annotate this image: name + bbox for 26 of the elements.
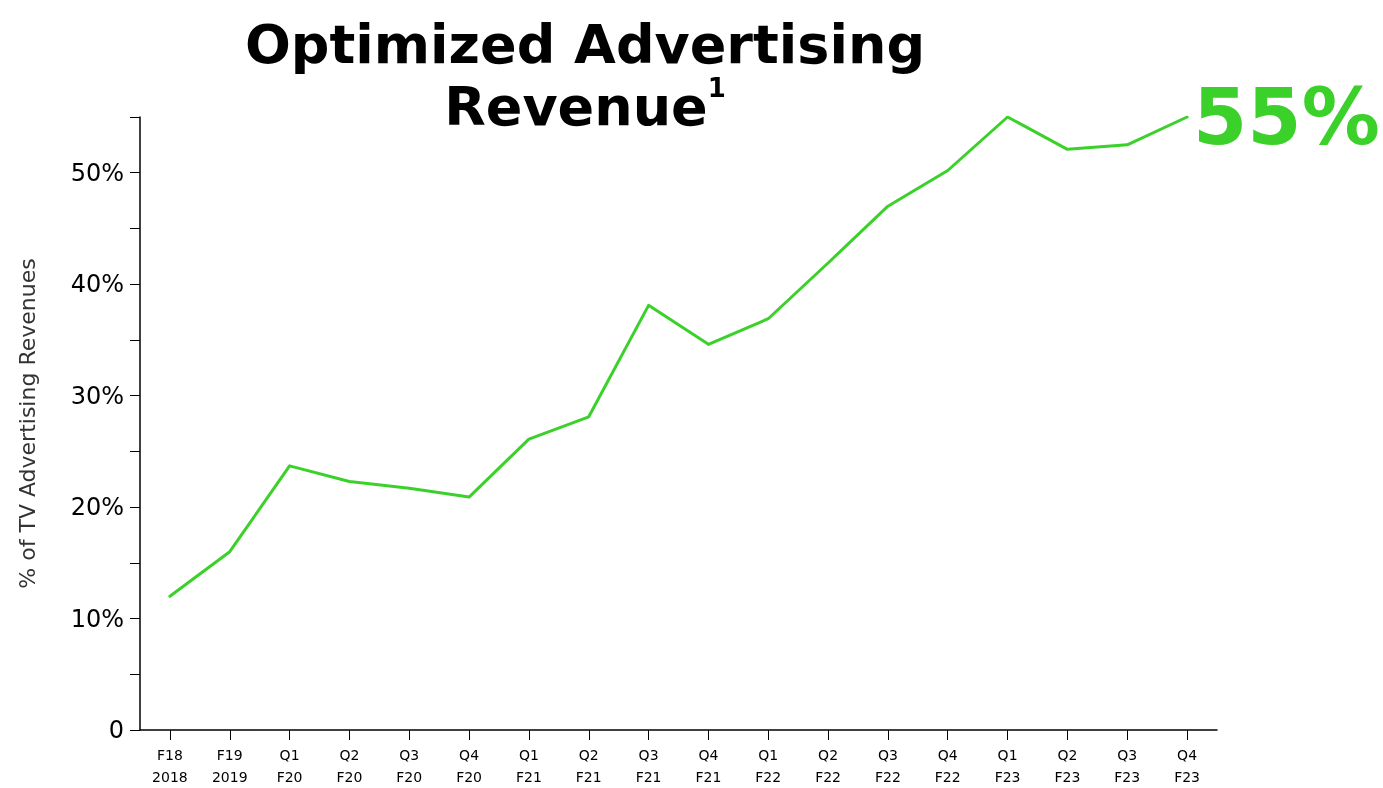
y-tick-label: 40%: [70, 270, 124, 299]
y-tick-label: 10%: [70, 604, 124, 633]
x-tick-label: Q3 F23: [1114, 747, 1141, 785]
x-tick-label: Q1 F21: [515, 747, 542, 785]
x-tick-label: F19 2019: [211, 747, 248, 785]
x-tick-label: Q1 F22: [755, 747, 782, 785]
x-tick-label: Q2 F21: [575, 747, 602, 785]
y-tick-label: 0: [108, 716, 124, 744]
x-tick-label: Q1 F20: [276, 747, 303, 785]
x-tick-label: Q3 F20: [396, 747, 423, 785]
x-tick-label: Q3 F22: [874, 747, 901, 785]
x-tick-label: Q1 F23: [994, 747, 1021, 785]
x-tick-label: Q2 F23: [1054, 747, 1081, 785]
x-tick-label: Q2 F22: [815, 747, 842, 785]
y-tick-label: 50%: [70, 158, 124, 187]
x-tick-label: Q4 F20: [456, 747, 483, 785]
y-axis-title: % of TV Advertising Revenues: [14, 258, 40, 589]
x-tick-label: Q4 F23: [1174, 747, 1201, 785]
x-tick-label: Q2 F20: [336, 747, 363, 785]
x-tick-label: Q4 F21: [695, 747, 722, 785]
y-tick-label: 30%: [70, 381, 124, 410]
annotation: 55%: [1193, 72, 1380, 162]
x-tick-label: F18 2018: [152, 747, 188, 785]
x-tick-label: Q3 F21: [635, 747, 662, 785]
x-tick-label: Q4 F22: [934, 747, 961, 785]
y-tick-label: 20%: [70, 493, 124, 522]
